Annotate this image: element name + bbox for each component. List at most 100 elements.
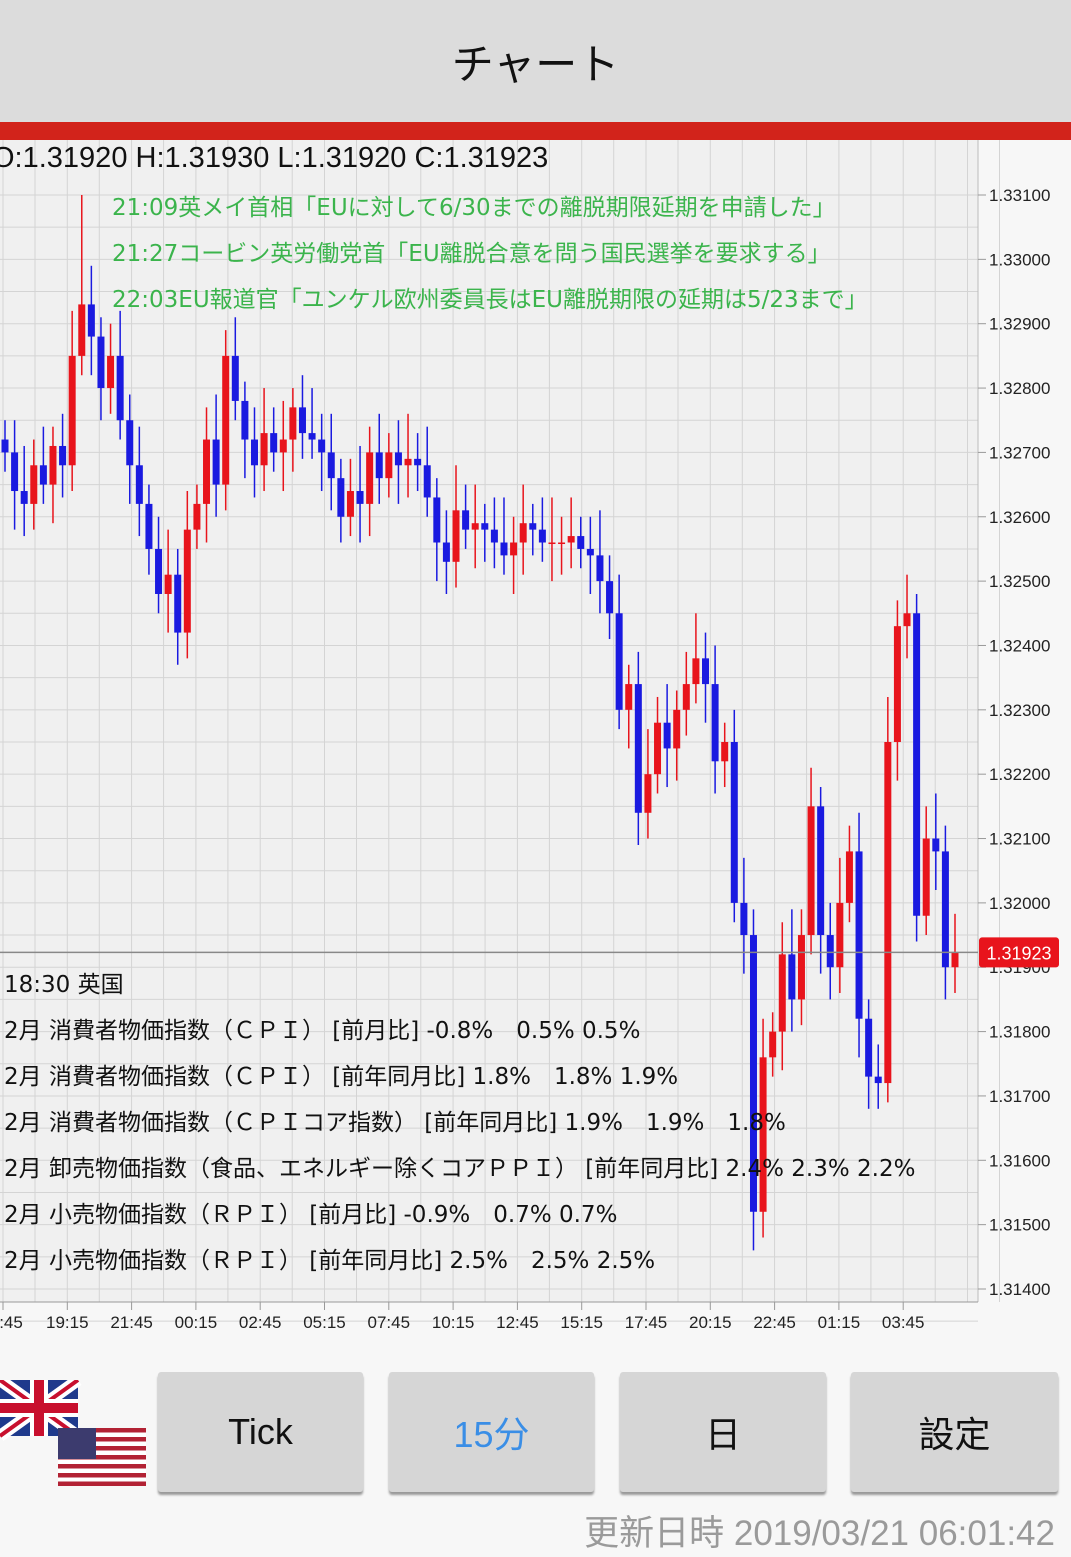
- x-tick-label: 12:45: [496, 1313, 539, 1332]
- current-price-badge: [979, 937, 1059, 968]
- candle-down: [231, 355, 239, 401]
- candle-up: [759, 1057, 767, 1212]
- candle-up: [404, 458, 412, 466]
- news-item: 21:27コービン英労働党首「EU離脱合意を問う国民選挙を要求する」: [112, 241, 831, 267]
- news-item: 21:09英メイ首相「EUに対して6/30までの離脱期限延期を申請した」: [112, 195, 836, 221]
- candle-down: [423, 465, 431, 498]
- candle-down: [596, 555, 604, 582]
- settings-button[interactable]: 設定: [851, 1372, 1058, 1492]
- candle-down: [481, 523, 489, 530]
- candle-down: [913, 613, 921, 916]
- x-tick-label: 15:15: [560, 1313, 603, 1332]
- y-tick-label: 1.32400: [989, 636, 1050, 655]
- candle-up: [78, 304, 86, 356]
- candle-up: [107, 355, 115, 389]
- y-tick-label: 1.32900: [989, 315, 1050, 334]
- candle-down: [155, 548, 163, 594]
- candle-up: [778, 954, 786, 1032]
- candle-up: [260, 433, 268, 466]
- candle-down: [126, 420, 134, 466]
- x-tick-label: 01:15: [818, 1313, 861, 1332]
- y-tick-label: 1.31800: [989, 1023, 1050, 1042]
- x-tick-label: :45: [0, 1313, 23, 1332]
- candle-down: [634, 684, 642, 813]
- candle-down: [490, 529, 498, 543]
- candle-up: [567, 536, 575, 543]
- candle-up: [193, 503, 201, 530]
- event-item: 2月 小売物価指数（ＲＰＩ） [前月比] -0.9% 0.7% 0.7%: [4, 1202, 618, 1228]
- candle-up: [548, 542, 556, 545]
- y-tick-label: 1.31500: [989, 1216, 1050, 1235]
- ohlc-readout: O:1.31920 H:1.31930 L:1.31920 C:1.31923: [0, 142, 549, 174]
- candle-down: [663, 722, 671, 749]
- candle-down: [327, 452, 335, 479]
- candle-down: [538, 529, 546, 543]
- candle-up: [164, 574, 172, 594]
- x-tick-label: 03:45: [882, 1313, 925, 1332]
- candle-up: [797, 935, 805, 1000]
- candle-up: [903, 613, 911, 627]
- candle-down: [241, 400, 249, 440]
- candle-up: [644, 774, 652, 813]
- candle-down: [174, 574, 182, 633]
- candle-up: [183, 529, 191, 633]
- accent-bar: [0, 122, 1071, 140]
- y-tick-label: 1.31600: [989, 1151, 1050, 1170]
- candle-down: [308, 433, 316, 440]
- candle-down: [414, 458, 422, 466]
- event-header: 18:30 英国: [4, 972, 124, 998]
- candle-down: [500, 542, 508, 556]
- x-tick-label: 07:45: [368, 1313, 411, 1332]
- candle-up: [203, 439, 211, 504]
- us-flag-icon: [58, 1428, 146, 1486]
- x-tick-label: 00:15: [175, 1313, 218, 1332]
- candle-up: [452, 510, 460, 562]
- y-tick-label: 1.33000: [989, 250, 1050, 269]
- candle-up: [30, 465, 38, 504]
- candle-down: [250, 439, 258, 466]
- daily-button[interactable]: 日: [620, 1372, 826, 1492]
- updated-timestamp: 更新日時 2019/03/21 06:01:42: [584, 1514, 1055, 1553]
- candle-up: [654, 722, 662, 775]
- candle-up: [279, 439, 287, 453]
- candle-up: [893, 626, 901, 742]
- x-tick-label: 19:15: [46, 1313, 89, 1332]
- candlestick-chart[interactable]: 1.33100 1.33000 1.32900 1.32800 1.32700 1.326…: [0, 140, 1071, 1340]
- x-tick-label: 10:15: [432, 1313, 475, 1332]
- candle-down: [337, 478, 345, 517]
- y-tick-label: 1.32600: [989, 508, 1050, 527]
- currency-pair-flags[interactable]: [0, 1380, 146, 1486]
- candle-down: [865, 1018, 873, 1077]
- candle-down: [433, 497, 441, 543]
- candle-down: [59, 445, 67, 466]
- news-item: 22:03EU報道官「ユンケル欧州委員長はEU離脱期限の延期は5/23まで」: [112, 287, 868, 313]
- candle-down: [375, 452, 383, 479]
- x-tick-label: 02:45: [239, 1313, 282, 1332]
- candle-up: [471, 523, 479, 530]
- candle-up: [682, 684, 690, 710]
- candle-down: [462, 510, 470, 530]
- candle-down: [606, 581, 614, 614]
- candle-up: [673, 709, 681, 749]
- candle-down: [702, 658, 710, 685]
- current-price-label: 1.31923: [986, 943, 1051, 963]
- candle-down: [817, 806, 825, 936]
- candle-up: [68, 355, 76, 466]
- y-tick-label: 1.33100: [989, 186, 1050, 205]
- candle-up: [625, 684, 633, 710]
- 15min-button[interactable]: 15分: [389, 1372, 594, 1492]
- tick-button[interactable]: Tick: [158, 1372, 363, 1492]
- y-tick-label: 1.32800: [989, 379, 1050, 398]
- candle-up: [884, 742, 892, 1084]
- candle-down: [749, 935, 757, 1212]
- candle-up: [836, 902, 844, 968]
- candle-down: [615, 613, 623, 710]
- candle-down: [874, 1076, 882, 1084]
- candle-down: [87, 304, 95, 337]
- candle-down: [788, 954, 796, 1000]
- candle-down: [212, 439, 220, 485]
- candle-up: [692, 658, 700, 685]
- candle-up: [769, 1031, 777, 1058]
- x-tick-label: 20:15: [689, 1313, 732, 1332]
- candle-down: [932, 838, 940, 852]
